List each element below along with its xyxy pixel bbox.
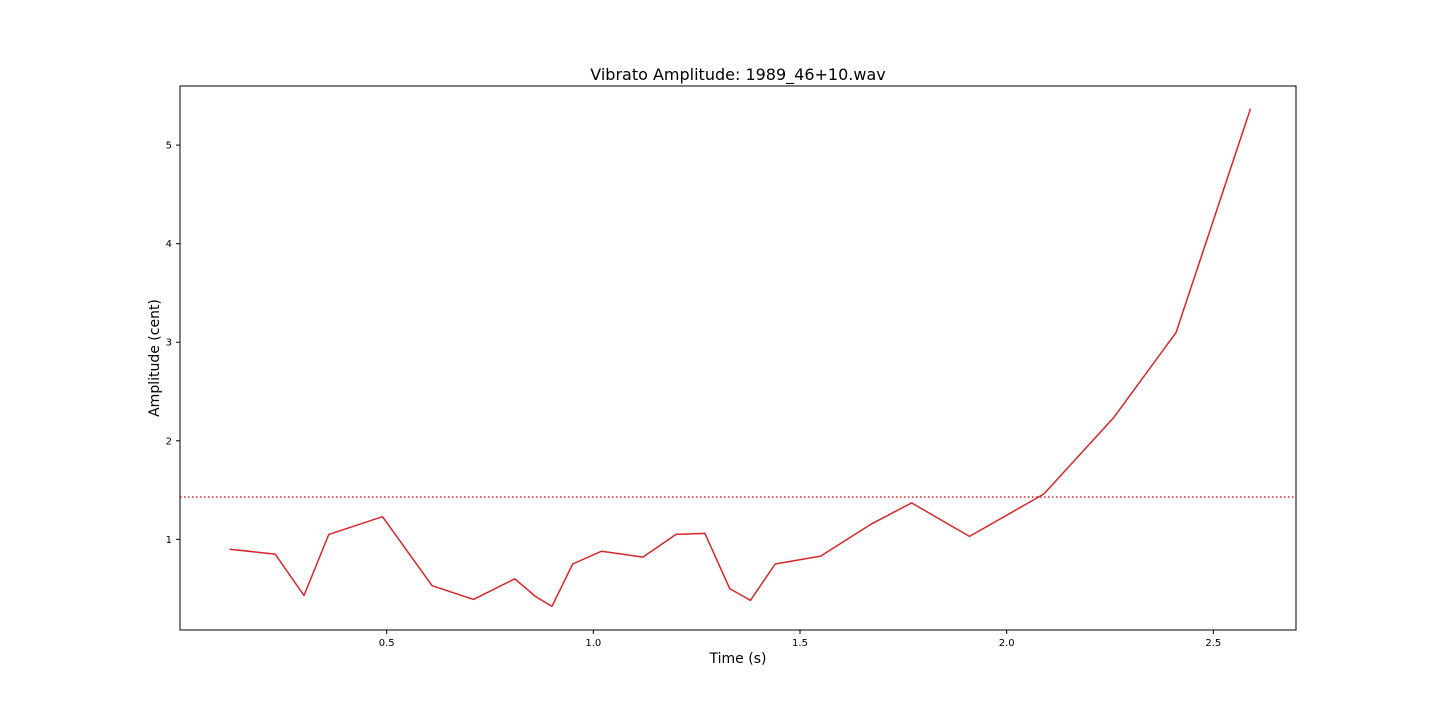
y-tick-label: 4: [166, 239, 172, 250]
x-tick-label: 2.5: [1205, 638, 1221, 649]
x-tick-label: 1.5: [792, 638, 808, 649]
x-tick-label: 2.0: [999, 638, 1015, 649]
y-tick-label: 5: [166, 141, 172, 152]
y-axis-label: Amplitude (cent): [147, 299, 163, 417]
amplitude-series-line: [229, 108, 1252, 608]
y-tick-label: 1: [166, 535, 172, 546]
chart-title: Vibrato Amplitude: 1989_46+10.wav: [590, 65, 885, 85]
plot-area: [180, 108, 1296, 608]
x-axis-label: Time (s): [709, 651, 767, 667]
y-tick-label: 2: [166, 436, 172, 447]
x-tick-label: 1.0: [585, 638, 601, 649]
axes-frame: [179, 85, 1297, 631]
x-tick-label: 0.5: [379, 638, 395, 649]
x-axis-ticks: 0.5 1.0 1.5 2.0 2.5: [379, 630, 1221, 649]
y-tick-label: 3: [166, 338, 172, 349]
y-axis-ticks: 1 2 3 4 5: [166, 141, 180, 546]
